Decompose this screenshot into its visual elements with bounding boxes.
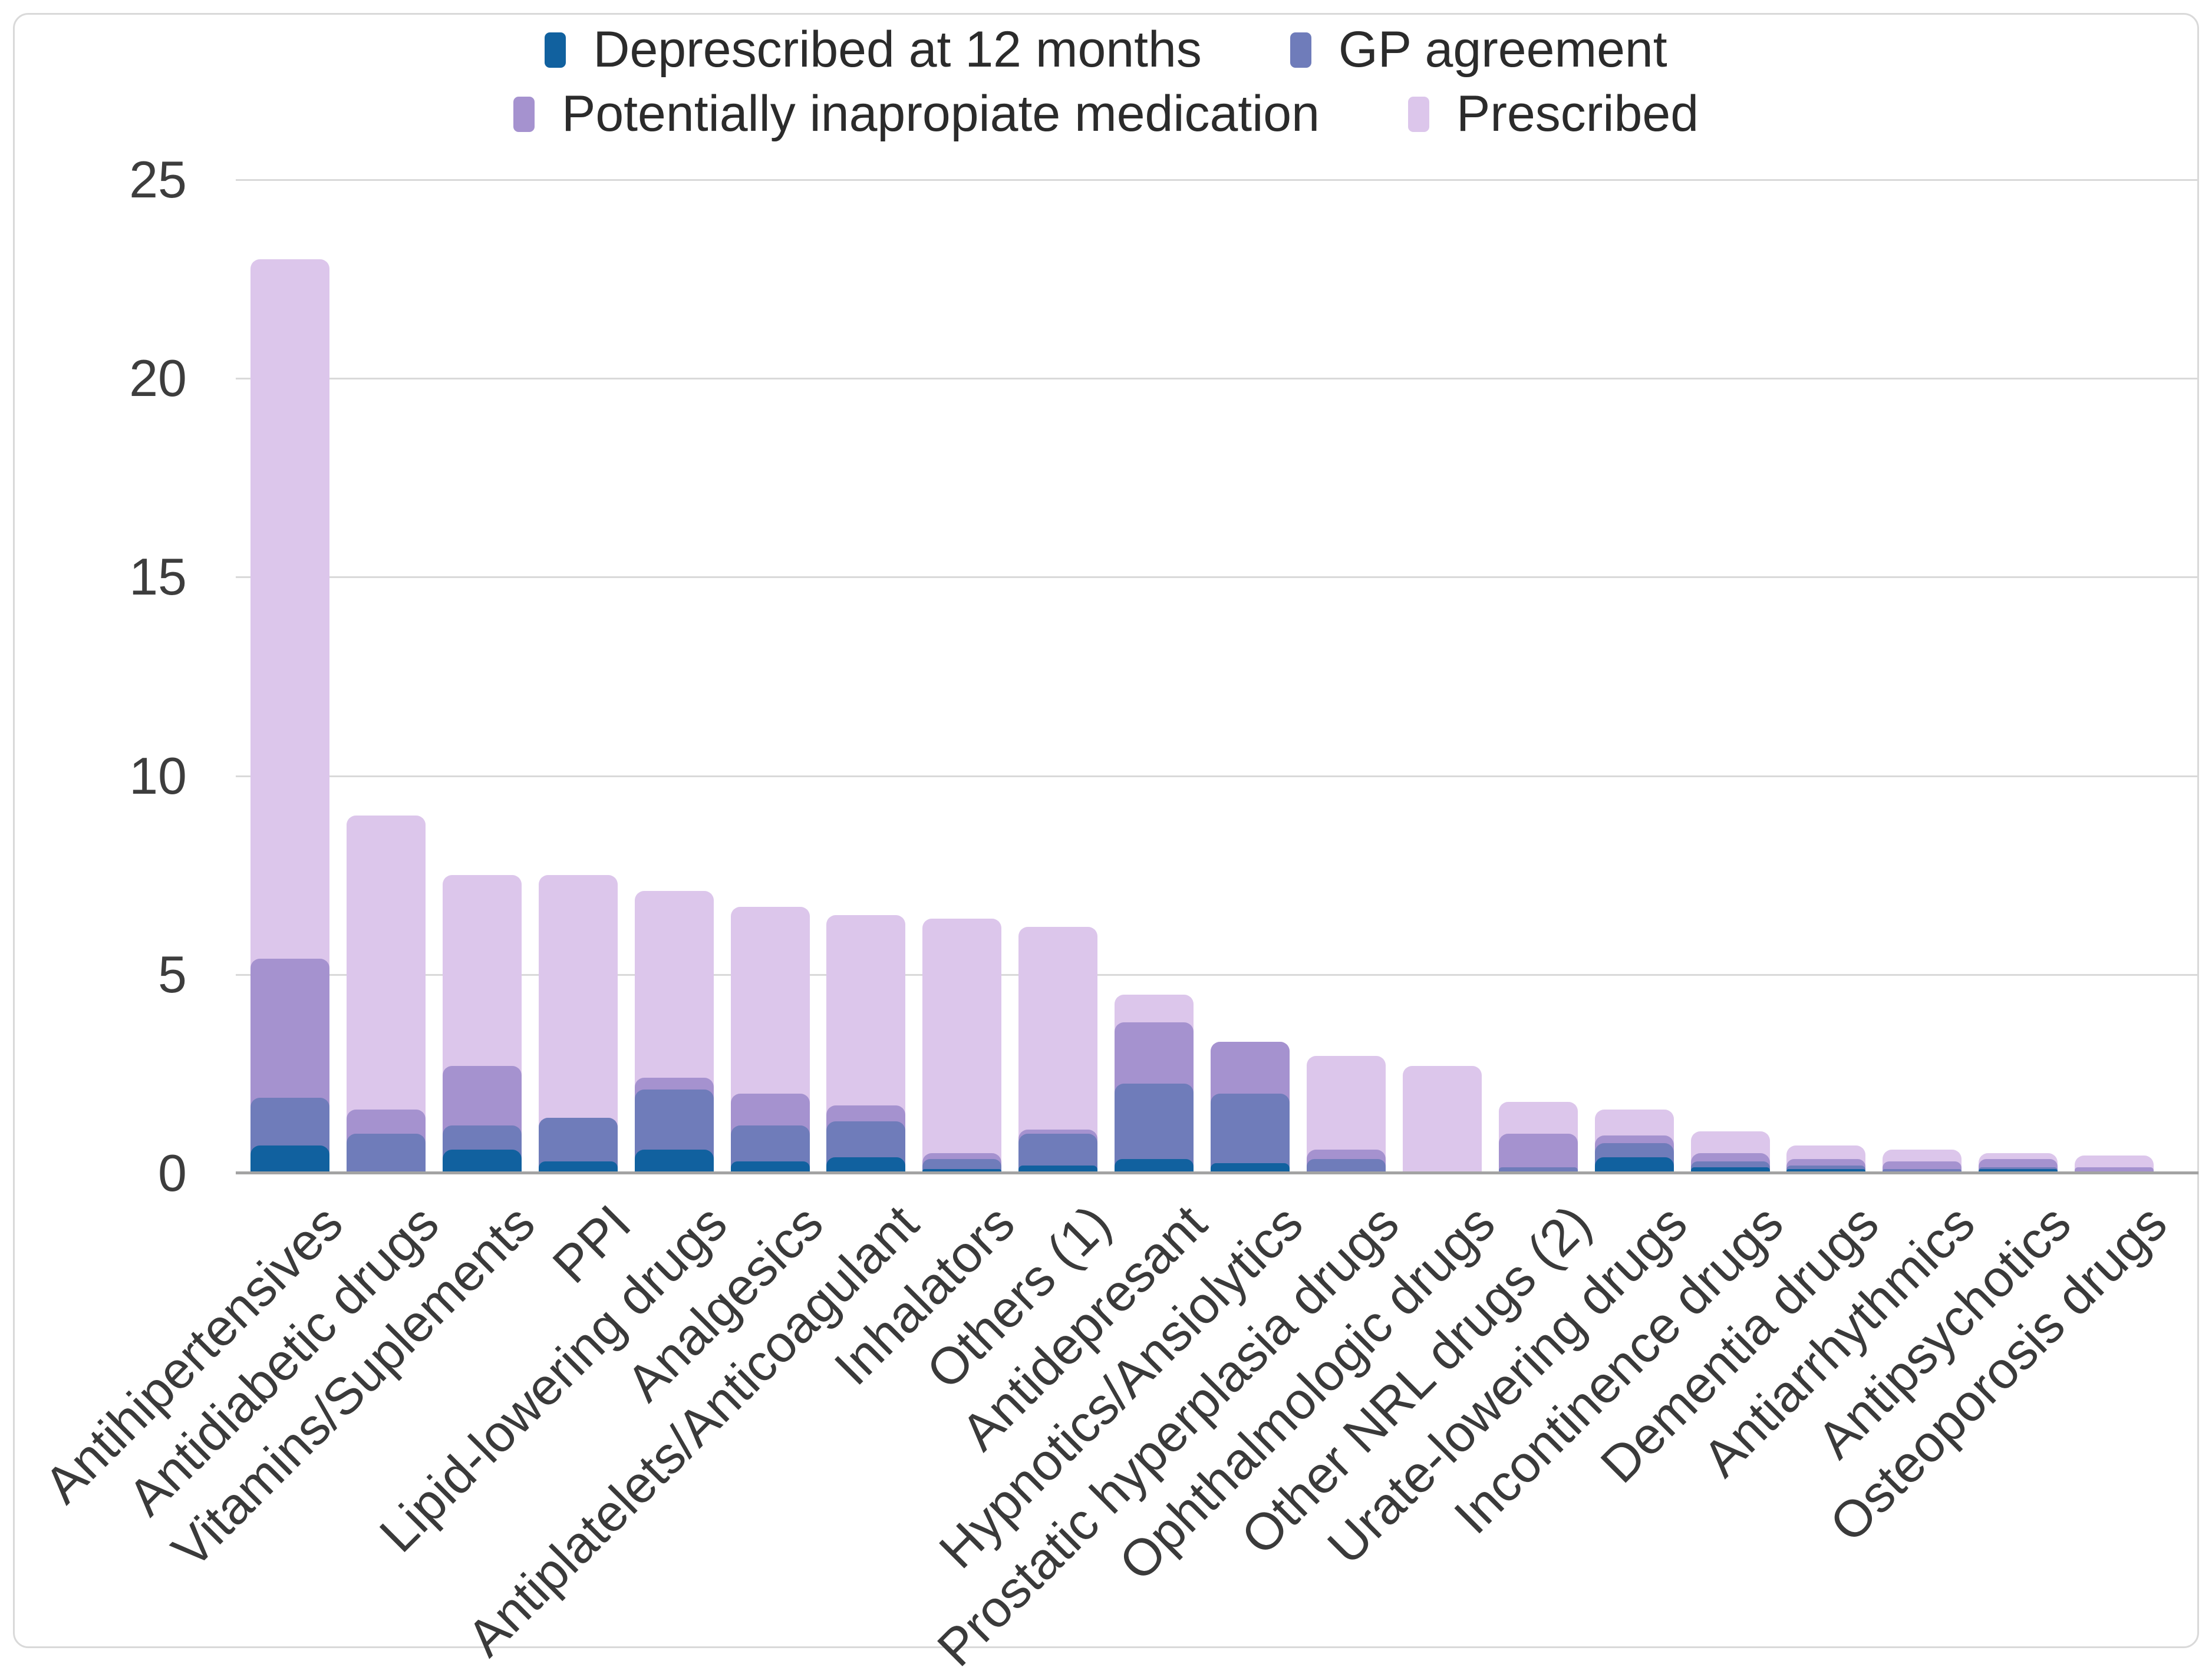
x-axis-line [236,1171,2198,1174]
bar-segment-deprescribed [1786,1169,1866,1173]
bar-segment-gp [1498,1167,1578,1173]
bar-segment-prescribed [1402,1065,1482,1173]
bar-segment-deprescribed [1211,1163,1290,1173]
gridline-y-5 [236,973,2198,976]
legend-row: Potentially inapropiate medication Prescr… [0,84,2212,144]
bar-segment-gp [1115,1084,1194,1173]
bar-group [1690,180,1770,1173]
y-axis-tick-label: 10 [129,746,187,805]
bar-group [346,180,426,1173]
bar-group [1402,180,1482,1173]
bar-group [634,180,714,1173]
bar-segment-deprescribed [1018,1165,1098,1173]
chart-legend: Deprescribed at 12 months GP agreement Pot… [0,20,2212,144]
bar-segment-gp [1306,1159,1386,1173]
bar-segment-deprescribed [1690,1167,1770,1173]
legend-label: Deprescribed at 12 months [593,21,1202,78]
bar-group [922,180,1002,1173]
bar-segment-gp [1211,1094,1290,1173]
bar-segment-deprescribed [538,1161,618,1173]
legend-label: GP agreement [1338,21,1667,78]
legend-swatch-icon-prescribed [1407,97,1429,133]
bar-segment-deprescribed [1594,1157,1674,1173]
bar-segment-deprescribed [1115,1159,1194,1173]
bar-segment-deprescribed [922,1169,1002,1173]
bar-group [538,180,618,1173]
y-axis-tick-label: 5 [158,945,187,1003]
gridline-y-15 [236,576,2198,579]
bar-segment-prescribed [922,919,1002,1173]
plot-area: 0 5 10 15 20 25 [129,154,2198,1199]
bar-group [1018,180,1098,1173]
bar-segment-deprescribed [442,1149,522,1173]
bar-group [1115,180,1194,1173]
bar-group [730,180,810,1173]
legend-swatch-icon-deprescribed [545,32,566,68]
y-axis-tick-label: 0 [158,1144,187,1202]
gridline-y-10 [236,775,2198,777]
bar-segment-pim [2075,1167,2154,1173]
legend-label: Potentially inapropiate medication [561,85,1320,143]
gridline-y-25 [236,179,2198,181]
gridline-y-20 [236,378,2198,380]
legend-item-pim: Potentially inapropiate medication [513,84,1320,144]
bar-group [1211,180,1290,1173]
legend-swatch-icon-gp [1290,32,1311,68]
bar-group [1498,180,1578,1173]
bar-segment-deprescribed [730,1161,810,1173]
legend-item-deprescribed: Deprescribed at 12 months [545,20,1202,80]
legend-item-gp: GP agreement [1290,20,1667,80]
bar-group [2075,180,2154,1173]
bar-segment-gp [1883,1169,1962,1173]
legend-swatch-icon-pim [513,97,535,133]
y-axis-tick-label: 25 [129,150,187,209]
bar-segment-deprescribed [1979,1169,2058,1173]
bar-group [250,180,329,1173]
bar-segment-deprescribed [826,1157,906,1173]
bar-segment-pim [1498,1133,1578,1173]
bar-group [1883,180,1962,1173]
legend-item-prescribed: Prescribed [1407,84,1699,144]
y-axis-tick-label: 15 [129,547,187,606]
bar-group [1306,180,1386,1173]
bar-group [1979,180,2058,1173]
bar-segment-gp [346,1133,426,1173]
bar-group [826,180,906,1173]
bar-group [1594,180,1674,1173]
legend-label: Prescribed [1456,85,1699,143]
bar-segment-deprescribed [634,1149,714,1173]
bar-segment-deprescribed [250,1145,329,1173]
y-axis-tick-label: 20 [129,349,187,408]
legend-row: Deprescribed at 12 months GP agreement [0,20,2212,80]
bar-group [442,180,522,1173]
bar-group [1786,180,1866,1173]
